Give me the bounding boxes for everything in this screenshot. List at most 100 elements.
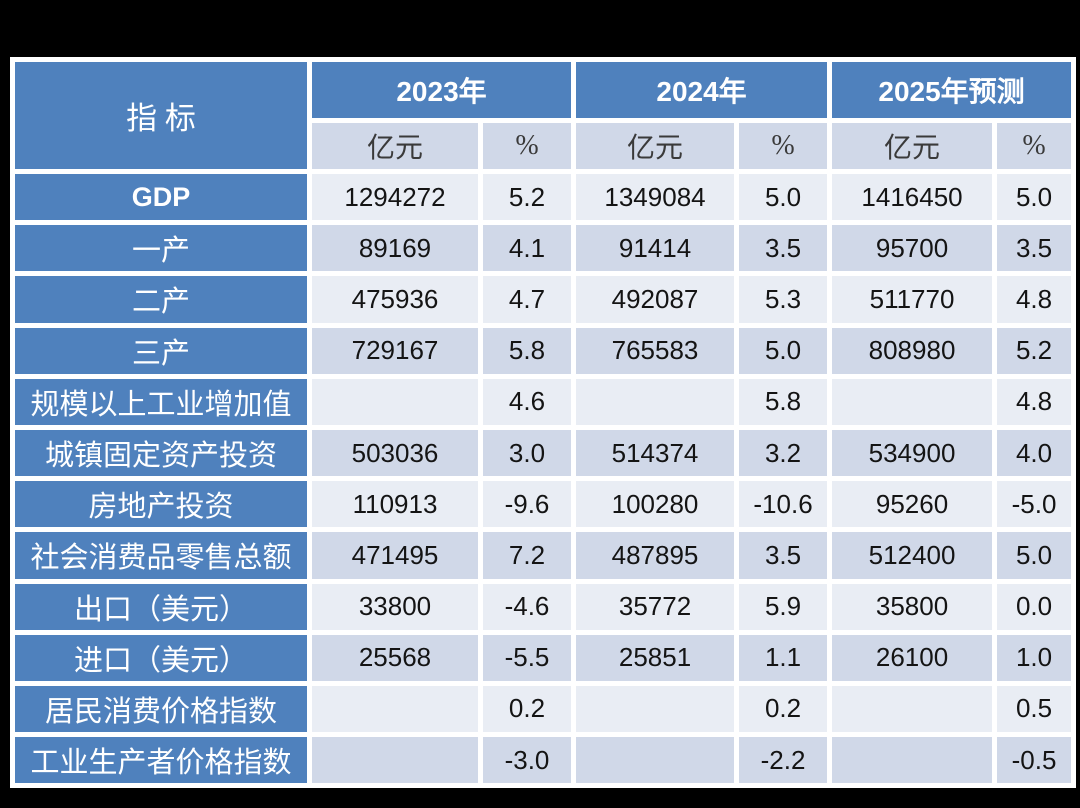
- value-cell: -9.6: [483, 481, 572, 528]
- year-header-2023: 2023年: [312, 62, 572, 118]
- value-cell: -2.2: [739, 737, 828, 784]
- table-row: 二产 475936 4.7 492087 5.3 511770 4.8: [15, 276, 1072, 323]
- value-cell: 95700: [832, 225, 993, 272]
- table-row: 居民消费价格指数 0.2 0.2 0.5: [15, 685, 1072, 733]
- percent-header-2025: %: [997, 123, 1072, 169]
- percent-header-2023: %: [483, 123, 572, 169]
- value-cell: 3.5: [739, 532, 828, 579]
- table-row: 进口（美元） 25568 -5.5 25851 1.1 26100 1.0: [15, 634, 1072, 681]
- economic-indicators-table: 指 标 2023年 2024年 2025年预测 亿元 % 亿元 % 亿元 % G…: [10, 57, 1077, 789]
- value-cell: 534900: [832, 429, 993, 477]
- row-label: 居民消费价格指数: [15, 685, 307, 733]
- value-cell: [576, 737, 735, 784]
- value-cell: 5.0: [997, 532, 1072, 579]
- value-cell: 5.0: [739, 327, 828, 374]
- value-cell: 1349084: [576, 174, 735, 221]
- value-cell: 1.0: [997, 634, 1072, 681]
- value-cell: [832, 378, 993, 425]
- value-cell: 5.8: [483, 327, 572, 374]
- value-cell: 0.0: [997, 583, 1072, 630]
- value-cell: 25568: [312, 634, 478, 681]
- row-label: 社会消费品零售总额: [15, 532, 307, 579]
- value-cell: -0.5: [997, 737, 1072, 784]
- row-label: 进口（美元）: [15, 634, 307, 681]
- value-cell: [832, 737, 993, 784]
- value-cell: -4.6: [483, 583, 572, 630]
- value-cell: 95260: [832, 481, 993, 528]
- value-cell: 1.1: [739, 634, 828, 681]
- value-cell: [312, 685, 478, 733]
- value-cell: 35800: [832, 583, 993, 630]
- value-cell: 511770: [832, 276, 993, 323]
- row-label: 二产: [15, 276, 307, 323]
- value-cell: -10.6: [739, 481, 828, 528]
- value-cell: 765583: [576, 327, 735, 374]
- row-label: 一产: [15, 225, 307, 272]
- value-cell: 0.5: [997, 685, 1072, 733]
- row-label: 工业生产者价格指数: [15, 737, 307, 784]
- unit-header-row: 亿元 % 亿元 % 亿元 %: [15, 123, 1072, 169]
- value-cell: 808980: [832, 327, 993, 374]
- value-cell: 91414: [576, 225, 735, 272]
- value-cell: 729167: [312, 327, 478, 374]
- table-row: 三产 729167 5.8 765583 5.0 808980 5.2: [15, 327, 1072, 374]
- value-cell: 3.2: [739, 429, 828, 477]
- year-header-2025: 2025年预测: [832, 62, 1072, 118]
- value-cell: 26100: [832, 634, 993, 681]
- value-cell: -5.5: [483, 634, 572, 681]
- table-row: 城镇固定资产投资 503036 3.0 514374 3.2 534900 4.0: [15, 429, 1072, 477]
- value-cell: 4.8: [997, 378, 1072, 425]
- value-cell: 503036: [312, 429, 478, 477]
- value-cell: 1416450: [832, 174, 993, 221]
- value-cell: 5.8: [739, 378, 828, 425]
- table-row: 一产 89169 4.1 91414 3.5 95700 3.5: [15, 225, 1072, 272]
- value-cell: 110913: [312, 481, 478, 528]
- value-cell: 471495: [312, 532, 478, 579]
- value-cell: 89169: [312, 225, 478, 272]
- value-cell: 4.1: [483, 225, 572, 272]
- value-cell: 0.2: [739, 685, 828, 733]
- row-label: 房地产投资: [15, 481, 307, 528]
- value-cell: 492087: [576, 276, 735, 323]
- value-cell: 475936: [312, 276, 478, 323]
- value-cell: 7.2: [483, 532, 572, 579]
- table-row: 规模以上工业增加值 4.6 5.8 4.8: [15, 378, 1072, 425]
- value-cell: 4.8: [997, 276, 1072, 323]
- value-cell: 3.5: [739, 225, 828, 272]
- row-label: GDP: [15, 174, 307, 221]
- value-cell: 4.7: [483, 276, 572, 323]
- value-cell: 487895: [576, 532, 735, 579]
- table-row: 社会消费品零售总额 471495 7.2 487895 3.5 512400 5.0: [15, 532, 1072, 579]
- year-header-2024: 2024年: [576, 62, 828, 118]
- value-cell: [576, 685, 735, 733]
- value-cell: 514374: [576, 429, 735, 477]
- unit-header-2023: 亿元: [312, 123, 478, 169]
- indicator-header-cell: 指 标: [15, 62, 307, 169]
- value-cell: [312, 737, 478, 784]
- value-cell: -3.0: [483, 737, 572, 784]
- value-cell: 3.0: [483, 429, 572, 477]
- value-cell: 33800: [312, 583, 478, 630]
- year-header-row: 指 标 2023年 2024年 2025年预测: [15, 62, 1072, 169]
- table-row: GDP 1294272 5.2 1349084 5.0 1416450 5.0: [15, 174, 1072, 221]
- value-cell: 0.2: [483, 685, 572, 733]
- percent-header-2024: %: [739, 123, 828, 169]
- row-label: 规模以上工业增加值: [15, 378, 307, 425]
- value-cell: 5.9: [739, 583, 828, 630]
- value-cell: [312, 378, 478, 425]
- value-cell: 512400: [832, 532, 993, 579]
- value-cell: 5.0: [739, 174, 828, 221]
- value-cell: 3.5: [997, 225, 1072, 272]
- row-label: 三产: [15, 327, 307, 374]
- value-cell: -5.0: [997, 481, 1072, 528]
- value-cell: 5.3: [739, 276, 828, 323]
- value-cell: [576, 378, 735, 425]
- table-row: 房地产投资 110913 -9.6 100280 -10.6 95260 -5.0: [15, 481, 1072, 528]
- value-cell: [832, 685, 993, 733]
- value-cell: 1294272: [312, 174, 478, 221]
- value-cell: 35772: [576, 583, 735, 630]
- row-label: 城镇固定资产投资: [15, 429, 307, 477]
- table-row: 工业生产者价格指数 -3.0 -2.2 -0.5: [15, 737, 1072, 784]
- value-cell: 5.2: [997, 327, 1072, 374]
